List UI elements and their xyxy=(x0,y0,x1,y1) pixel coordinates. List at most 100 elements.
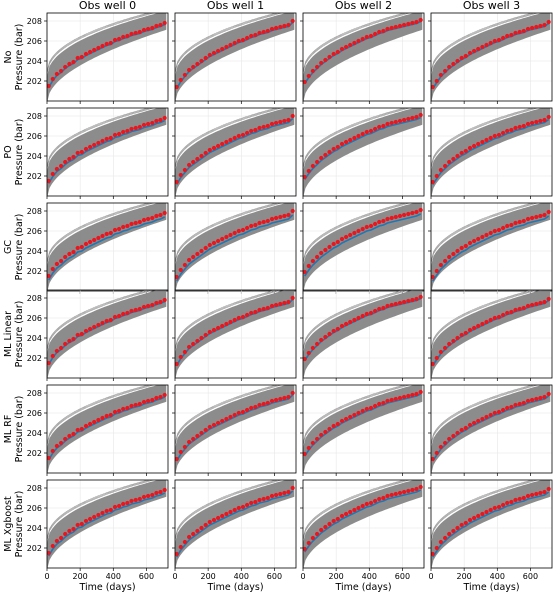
observed-point xyxy=(381,218,386,224)
observed-point xyxy=(88,144,93,150)
simulated-line xyxy=(432,491,550,558)
observed-point xyxy=(195,338,200,344)
ensemble-line xyxy=(175,108,284,169)
ensemble-band xyxy=(431,203,551,291)
observed-point xyxy=(538,118,543,124)
observed-point xyxy=(191,64,196,70)
observed-point xyxy=(83,146,89,152)
observed-point xyxy=(306,73,311,79)
observed-point xyxy=(323,247,328,253)
y-tick-label: 202 xyxy=(27,172,42,181)
observed-point xyxy=(154,490,159,496)
observed-point xyxy=(339,323,345,329)
ensemble-line xyxy=(303,290,412,351)
observed-point xyxy=(54,71,60,77)
observed-point xyxy=(389,25,394,31)
ensemble-band xyxy=(175,385,295,473)
observed-point xyxy=(125,500,130,506)
observed-point xyxy=(158,299,163,305)
observed-point xyxy=(154,213,159,219)
x-tick-label: 600 xyxy=(395,572,410,581)
ensemble-line xyxy=(431,203,540,264)
simulated-line xyxy=(176,117,294,185)
observed-point xyxy=(216,515,221,521)
observed-point xyxy=(195,251,200,257)
observed-point xyxy=(121,311,126,317)
observed-point xyxy=(104,508,109,514)
observed-point xyxy=(459,55,464,61)
observed-point xyxy=(50,448,55,454)
observed-point xyxy=(352,135,357,141)
observed-point xyxy=(158,489,163,495)
observed-point xyxy=(187,344,192,350)
observed-point xyxy=(447,341,452,347)
observed-point xyxy=(310,258,315,264)
observed-point xyxy=(455,153,460,159)
x-axis-label: Time (days) xyxy=(462,582,519,593)
observed-point xyxy=(389,302,394,308)
observed-point xyxy=(253,222,258,228)
observed-point xyxy=(146,216,151,222)
observed-point xyxy=(344,416,349,422)
observed-point xyxy=(88,516,93,522)
observed-point xyxy=(104,41,109,47)
observed-point xyxy=(335,144,340,150)
observed-point xyxy=(50,543,55,549)
observed-point xyxy=(331,423,336,429)
observed-point xyxy=(410,20,415,26)
observed-point xyxy=(207,519,212,525)
observed-point xyxy=(67,61,72,67)
observed-point xyxy=(393,301,398,307)
observed-point xyxy=(257,220,262,226)
y-tick-label: 208 xyxy=(27,389,42,398)
observed-point xyxy=(315,531,320,537)
observed-point xyxy=(154,395,159,401)
observed-point xyxy=(182,167,187,173)
observed-point xyxy=(63,159,68,165)
x-tick-label: 600 xyxy=(523,572,538,581)
ensemble-line xyxy=(47,480,156,541)
simulated-line xyxy=(432,215,550,282)
observed-point xyxy=(434,173,439,179)
observed-point xyxy=(352,317,357,323)
observed-point xyxy=(373,221,378,227)
panel-r0-c3: Obs well 3 xyxy=(428,0,553,104)
observed-point xyxy=(47,455,51,461)
observed-point xyxy=(484,319,489,325)
ensemble-line xyxy=(175,385,284,446)
observed-point xyxy=(480,139,485,145)
observed-point xyxy=(443,440,448,446)
observed-point xyxy=(513,220,518,226)
observed-point xyxy=(245,502,250,508)
observed-point xyxy=(199,153,204,159)
ensemble-line xyxy=(303,13,412,74)
observed-point xyxy=(534,301,539,307)
observed-point xyxy=(191,159,196,165)
observed-point xyxy=(112,504,118,510)
observed-point xyxy=(133,125,138,131)
observed-point xyxy=(100,233,105,239)
ensemble-line xyxy=(431,13,540,74)
simulated-line xyxy=(48,119,166,184)
observed-point xyxy=(108,317,113,323)
ensemble-band xyxy=(47,108,167,196)
ensemble-line xyxy=(303,480,412,541)
observed-point xyxy=(472,238,477,244)
observed-point xyxy=(79,331,84,337)
ensemble-band xyxy=(47,203,167,291)
observed-point xyxy=(463,148,468,154)
observed-point xyxy=(150,492,155,498)
observed-point xyxy=(339,46,345,52)
observed-point xyxy=(240,409,246,415)
observed-point xyxy=(315,254,320,260)
panel-r5-c0: 202 204 206 208 0 200 400 600 Time (days) xyxy=(27,479,169,593)
observed-point xyxy=(381,305,386,311)
observed-point xyxy=(459,245,464,251)
observed-point xyxy=(228,414,233,420)
observed-point xyxy=(211,240,217,246)
observed-point xyxy=(455,58,460,64)
observed-point xyxy=(257,125,262,131)
observed-point xyxy=(232,40,237,46)
observed-point xyxy=(224,321,229,327)
observed-point xyxy=(418,389,423,395)
